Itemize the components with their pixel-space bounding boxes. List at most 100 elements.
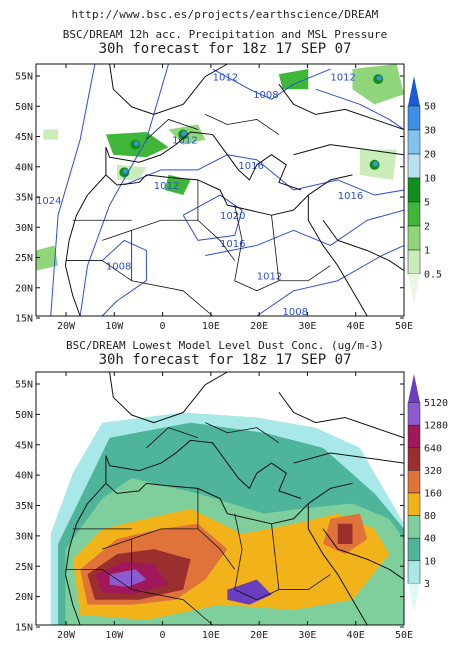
lat-label: 25N — [15, 562, 33, 573]
intense-precip-area — [133, 141, 139, 147]
country-border — [131, 538, 213, 626]
coastline — [293, 144, 405, 156]
isobar — [256, 244, 405, 317]
coastline — [168, 482, 353, 525]
lon-label: 10E — [202, 321, 220, 332]
precip-area — [43, 129, 59, 140]
coastline — [168, 174, 353, 216]
lat-label: 20N — [15, 592, 33, 603]
colorbar-segment — [407, 129, 421, 155]
colorbar-label: 50 — [424, 102, 436, 113]
lon-label: 20E — [250, 630, 268, 641]
colorbar-segment — [407, 105, 421, 131]
isobar-label: 1012 — [172, 136, 197, 147]
lat-label: 25N — [15, 253, 33, 264]
lat-label: 45N — [15, 132, 33, 143]
country-border — [131, 230, 213, 317]
lon-label: 10W — [105, 630, 124, 641]
isobar-label: 1012 — [213, 73, 238, 84]
colorbar-segment — [407, 225, 421, 251]
country-border — [146, 119, 199, 140]
colorbar-segment — [407, 447, 421, 471]
lat-label: 35N — [15, 501, 33, 512]
lon-label: 30E — [298, 321, 316, 332]
lon-label: 50E — [395, 630, 413, 641]
isobar — [124, 154, 405, 196]
isobar — [101, 239, 147, 317]
colorbar-label: 320 — [424, 466, 442, 477]
isobar-label: 1024 — [36, 196, 61, 207]
coastline — [109, 63, 228, 115]
lon-label: 30E — [298, 630, 316, 641]
colorbar-label: 2 — [424, 222, 430, 233]
country-border — [205, 114, 280, 135]
isobar-label: 1016 — [238, 161, 263, 172]
colorbar-label: 5 — [424, 198, 430, 209]
isobar — [50, 63, 96, 317]
dust-concentration-area — [109, 569, 147, 588]
coastline — [105, 439, 302, 499]
precip-colorbar: 50 30 20 10 5 2 1 0.5 — [407, 76, 442, 304]
lat-label: 40N — [15, 162, 33, 173]
intense-precip-area — [373, 161, 379, 167]
isobar — [212, 68, 331, 100]
lat-label: 40N — [15, 471, 33, 482]
coastline — [293, 452, 405, 464]
colorbar-segment — [407, 470, 421, 494]
lon-label: 0 — [160, 321, 166, 332]
precip-area — [164, 174, 191, 196]
lat-label: 50N — [15, 102, 33, 113]
colorbar-label: 10 — [424, 174, 436, 185]
colorbar-cap-top — [408, 374, 420, 403]
colorbar-label: 3 — [424, 579, 430, 590]
coastline — [307, 503, 368, 626]
colorbar-segment — [407, 492, 421, 516]
lon-label: 20E — [250, 321, 268, 332]
lon-label: 10W — [105, 321, 124, 332]
country-border — [205, 422, 280, 444]
coastline — [322, 219, 405, 272]
lon-label: 40E — [347, 630, 365, 641]
lat-label: 35N — [15, 193, 33, 204]
lon-label: 40E — [347, 321, 365, 332]
isobar — [315, 88, 405, 130]
colorbar-segment — [407, 402, 421, 426]
country-border — [271, 215, 309, 282]
dust-map-title: BSC/DREAM Lowest Model Level Dust Conc. … — [66, 339, 384, 352]
coastline — [322, 528, 405, 580]
lat-label: 30N — [15, 531, 33, 542]
isobar-label: 1012 — [330, 73, 355, 84]
lat-label: 15N — [15, 314, 33, 325]
isobar-label: 1016 — [338, 191, 363, 202]
dust-map-axes: 55N 50N 45N 40N 35N 30N 25N 20N 15N 20W 10W 0 10E 20E… — [15, 371, 413, 641]
lat-label: 20N — [15, 283, 33, 294]
lon-label: 0 — [160, 630, 166, 641]
lon-label: 20W — [57, 321, 76, 332]
coastline — [109, 371, 228, 424]
country-border — [271, 523, 309, 590]
isobar-label: 1008 — [283, 307, 308, 318]
dust-colorbar: 5120 1280 640 320 160 80 40 10 3 — [407, 374, 448, 612]
precip-area — [36, 245, 59, 271]
colorbar-cap-bottom — [408, 583, 420, 612]
colorbar-label: 1 — [424, 246, 430, 257]
lat-label: 55N — [15, 380, 33, 391]
lon-label: 20W — [57, 630, 76, 641]
colorbar-cap-top — [408, 76, 420, 106]
colorbar-label: 10 — [424, 556, 436, 567]
source-url: http://www.bsc.es/projects/earthscience/… — [71, 8, 379, 21]
country-border — [146, 427, 199, 449]
colorbar-segment — [407, 153, 421, 179]
country-border — [102, 219, 236, 261]
colorbar-segment — [407, 515, 421, 539]
isobar — [205, 209, 405, 257]
isobar-label: 1008 — [253, 90, 278, 101]
colorbar-label: 5120 — [424, 398, 448, 409]
isobar-label: 1012 — [154, 181, 179, 192]
precip-area — [278, 69, 309, 90]
coastline — [105, 131, 302, 191]
map-frame — [35, 371, 405, 626]
colorbar-label: 640 — [424, 443, 442, 454]
lat-label: 45N — [15, 440, 33, 451]
lon-label: 50E — [395, 321, 413, 332]
